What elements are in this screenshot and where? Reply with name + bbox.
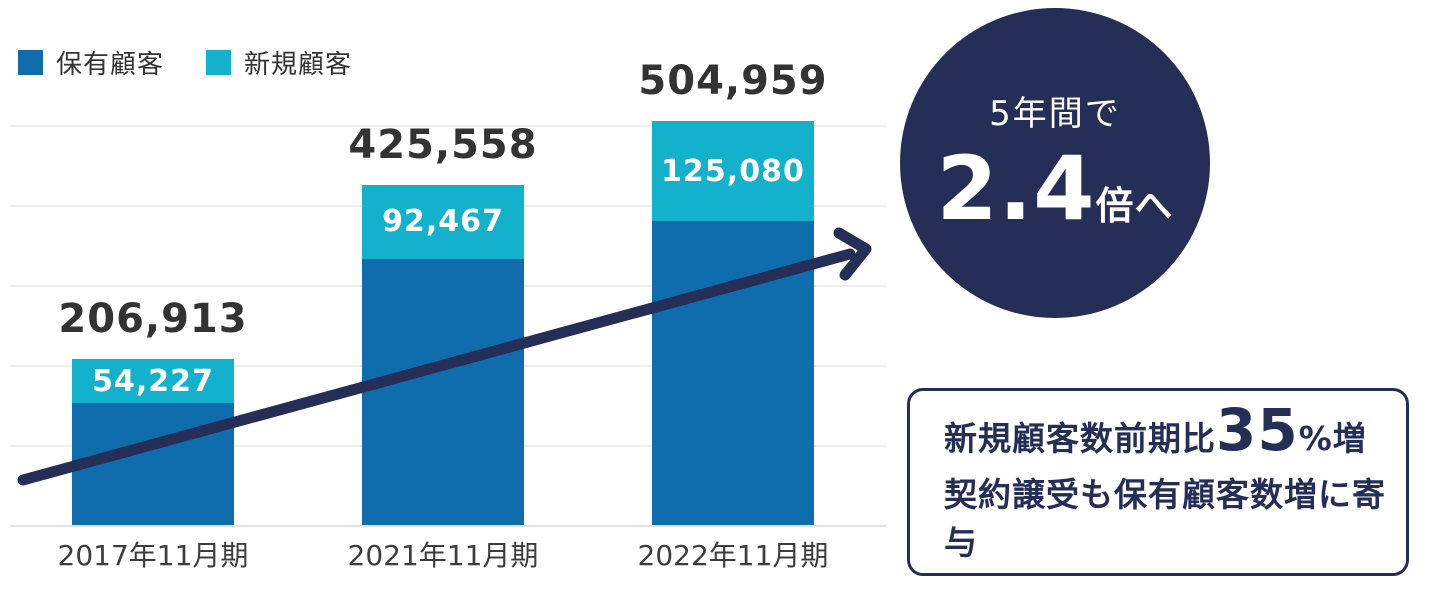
x-axis-label: 2022年11月期 xyxy=(637,539,829,572)
badge-multiplier-value: 2.4 xyxy=(936,137,1096,240)
bar-segment-new-customers: 54,227 xyxy=(72,359,234,403)
badge-multiplier-suffix: 倍へ xyxy=(1095,184,1174,228)
x-axis-label: 2017年11月期 xyxy=(57,539,249,572)
customer-count-chart: 206,913 54,227 2017年11月期 425,558 92,467 2021年… xyxy=(10,58,887,572)
x-axis-label: 2021年11月期 xyxy=(347,539,539,572)
callout-line1: 新規顧客数前期比 35 %増 xyxy=(944,401,1406,460)
callout-line1-prefix: 新規顧客数前期比 xyxy=(944,418,1216,458)
bar-segment-new-customers: 125,080 xyxy=(652,121,814,222)
badge-multiplier: 2.4 倍へ xyxy=(937,137,1174,240)
bar-segment-existing-customers xyxy=(72,402,234,525)
callout-line1-suffix: %増 xyxy=(1298,418,1367,458)
badge-period-text: 5年間で xyxy=(989,94,1121,134)
bar-new-value-label: 92,467 xyxy=(382,204,504,240)
legend-item-existing-customers: 保有顧客 xyxy=(18,44,164,81)
gridline xyxy=(10,125,887,127)
callout-box: 新規顧客数前期比 35 %増 契約譲受も保有顧客数増に寄与 xyxy=(907,388,1409,576)
bar-total-label: 504,959 xyxy=(638,58,828,105)
legend: 保有顧客 新規顧客 xyxy=(18,44,352,81)
bar-total-label: 206,913 xyxy=(58,296,248,343)
bar-segment-new-customers: 92,467 xyxy=(362,184,524,259)
growth-badge: 5年間で 2.4 倍へ xyxy=(900,8,1210,318)
callout-line2: 契約譲受も保有顧客数増に寄与 xyxy=(944,474,1386,562)
legend-label-existing: 保有顧客 xyxy=(56,50,165,80)
bar-new-value-label: 125,080 xyxy=(661,153,805,189)
bar-new-value-label: 54,227 xyxy=(92,363,214,399)
bar-segment-existing-customers xyxy=(652,221,814,525)
bar-total-label: 425,558 xyxy=(348,121,538,168)
legend-label-new: 新規顧客 xyxy=(244,50,353,80)
gridline xyxy=(10,525,887,527)
callout-line1-value: 35 xyxy=(1216,395,1299,464)
legend-swatch-existing-icon xyxy=(18,50,43,75)
legend-item-new-customers: 新規顧客 xyxy=(206,44,352,81)
bar-segment-existing-customers xyxy=(362,258,524,525)
legend-swatch-new-icon xyxy=(206,50,232,75)
